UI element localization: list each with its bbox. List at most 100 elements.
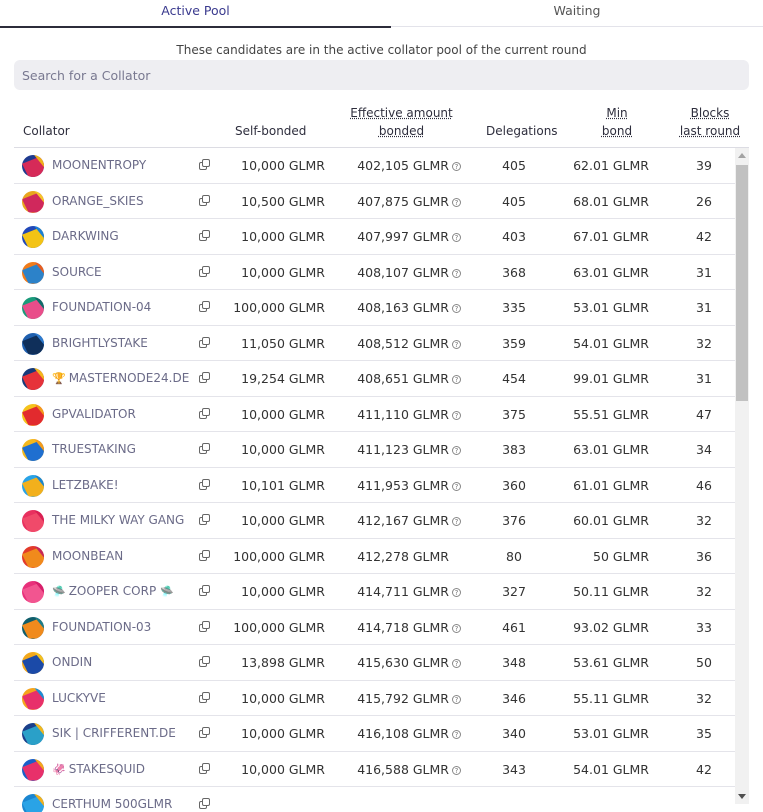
min-bond-value: 55.51 GLMR: [573, 406, 649, 422]
copy-icon[interactable]: [199, 301, 211, 313]
table-row[interactable]: MOONENTROPY 10,000 GLMR 402,105 GLMR? 405 62…: [14, 148, 735, 184]
search-input[interactable]: [14, 60, 749, 90]
table-row[interactable]: 🏆 MASTERNODE24.DE 19,254 GLMR 408,651 GLMR?…: [14, 361, 735, 397]
collator-name-cell[interactable]: SIK | CRIFFERENT.DE: [52, 716, 176, 751]
info-icon[interactable]: ?: [452, 765, 461, 775]
table-row[interactable]: DARKWING 10,000 GLMR 407,997 GLMR? 403 67.01…: [14, 219, 735, 255]
table-header: Collator Self-bonded Effective amount bo…: [14, 100, 749, 148]
info-icon[interactable]: ?: [452, 730, 461, 739]
table-row[interactable]: ONDIN 13,898 GLMR 415,630 GLMR? 348 53.61 GL…: [14, 645, 735, 681]
info-icon[interactable]: ?: [452, 659, 461, 668]
self-bonded-value: 10,000 GLMR: [241, 406, 325, 422]
info-icon[interactable]: ?: [452, 481, 461, 491]
collator-name: FOUNDATION-03: [52, 619, 152, 634]
table-row[interactable]: BRIGHTLYSTAKE 11,050 GLMR 408,512 GLMR? 359…: [14, 326, 735, 361]
info-icon[interactable]: ?: [452, 233, 461, 242]
collator-name-cell[interactable]: CERTHUM 500GLMR: [52, 787, 172, 812]
table-row[interactable]: SOURCE 10,000 GLMR 408,107 GLMR? 368 63.01 G…: [14, 255, 735, 290]
table-row[interactable]: FOUNDATION-04 100,000 GLMR 408,163 GLMR? 33…: [14, 290, 735, 326]
collator-name-cell[interactable]: MOONBEAN: [52, 539, 123, 574]
table-row[interactable]: 🛸 ZOOPER CORP 🛸 10,000 GLMR 414,711 GLMR? 32…: [14, 574, 735, 610]
self-bonded-value: 10,101 GLMR: [241, 477, 325, 493]
copy-icon[interactable]: [199, 514, 211, 526]
info-icon[interactable]: ?: [452, 446, 461, 455]
collator-name-cell[interactable]: LETZBAKE!: [52, 468, 119, 503]
effective-bonded-cell: 415,792 GLMR?: [344, 681, 461, 716]
copy-icon[interactable]: [199, 336, 211, 349]
table-row[interactable]: 🦑 STAKESQUID 10,000 GLMR 416,588 GLMR? 343 54…: [14, 752, 735, 787]
copy-icon[interactable]: [199, 620, 211, 633]
info-icon[interactable]: ?: [452, 304, 461, 313]
avatar: [22, 510, 44, 532]
effective-bonded-value: 415,630 GLMR: [357, 655, 449, 670]
table-row[interactable]: CERTHUM 500GLMR?: [14, 787, 735, 812]
collator-name-cell[interactable]: ONDIN: [52, 645, 92, 680]
info-icon[interactable]: ?: [452, 517, 461, 526]
copy-icon[interactable]: [199, 727, 211, 739]
copy-icon[interactable]: [199, 478, 211, 491]
collator-name-cell[interactable]: 🛸 ZOOPER CORP 🛸: [52, 574, 177, 609]
chevron-up-icon[interactable]: [738, 153, 746, 158]
table-row[interactable]: SIK | CRIFFERENT.DE 10,000 GLMR 416,108 GL…: [14, 716, 735, 752]
info-icon[interactable]: ?: [452, 375, 461, 384]
info-icon[interactable]: ?: [452, 197, 461, 207]
table-row[interactable]: THE MILKY WAY GANG 10,000 GLMR 412,167 GLM…: [14, 503, 735, 539]
scrollbar[interactable]: [735, 148, 749, 804]
collator-name-cell[interactable]: MOONENTROPY: [52, 148, 146, 183]
collator-name-cell[interactable]: ORANGE_SKIES: [52, 184, 144, 219]
collator-name-cell[interactable]: 🦑 STAKESQUID: [52, 752, 145, 787]
info-icon[interactable]: ?: [452, 588, 461, 597]
copy-icon[interactable]: [199, 443, 211, 455]
self-bonded-value: 10,000 GLMR: [241, 690, 325, 706]
collator-table-body[interactable]: MOONENTROPY 10,000 GLMR 402,105 GLMR? 405 62…: [14, 148, 735, 812]
copy-icon[interactable]: [199, 159, 211, 171]
copy-icon[interactable]: [199, 372, 211, 384]
collator-name-cell[interactable]: GPVALIDATOR: [52, 397, 136, 432]
delegations-value: 375: [502, 406, 526, 422]
info-icon[interactable]: ?: [452, 162, 461, 171]
copy-icon[interactable]: [199, 407, 211, 420]
blocks-last-round-value: 32: [696, 335, 712, 351]
avatar: [22, 439, 44, 461]
collator-name-cell[interactable]: FOUNDATION-04: [52, 290, 151, 325]
table-row[interactable]: GPVALIDATOR 10,000 GLMR 411,110 GLMR? 375 55…: [14, 397, 735, 432]
copy-icon[interactable]: [199, 656, 211, 668]
table-row[interactable]: ORANGE_SKIES 10,500 GLMR 407,875 GLMR? 405 6…: [14, 184, 735, 219]
column-header-effective-bonded[interactable]: Effective amount bonded: [349, 104, 454, 140]
copy-icon[interactable]: [199, 194, 211, 207]
chevron-down-icon[interactable]: [738, 794, 746, 799]
collator-name-cell[interactable]: TRUESTAKING: [52, 432, 136, 467]
collator-name-cell[interactable]: 🏆 MASTERNODE24.DE: [52, 361, 189, 396]
table-row[interactable]: LUCKYVE 10,000 GLMR 415,792 GLMR? 346 55.11 …: [14, 681, 735, 716]
tab-active-pool[interactable]: Active Pool: [0, 0, 391, 28]
tab-waiting[interactable]: Waiting: [553, 3, 601, 18]
table-row[interactable]: TRUESTAKING 10,000 GLMR 411,123 GLMR? 383 63…: [14, 432, 735, 468]
info-icon[interactable]: ?: [452, 694, 461, 704]
avatar: [22, 545, 44, 568]
copy-icon[interactable]: [199, 762, 211, 775]
collator-name-cell[interactable]: BRIGHTLYSTAKE: [52, 326, 148, 361]
copy-icon[interactable]: [199, 798, 211, 810]
table-row[interactable]: LETZBAKE! 10,101 GLMR 411,953 GLMR? 360 61.0…: [14, 468, 735, 503]
pool-description: These candidates are in the active colla…: [176, 43, 587, 57]
copy-icon[interactable]: [199, 691, 211, 704]
collator-name-cell[interactable]: THE MILKY WAY GANG: [52, 503, 184, 538]
scrollbar-thumb[interactable]: [736, 165, 748, 401]
info-icon[interactable]: ?: [452, 339, 461, 349]
copy-icon[interactable]: [199, 585, 211, 597]
copy-icon[interactable]: [199, 230, 211, 242]
info-icon[interactable]: ?: [452, 410, 461, 420]
info-icon[interactable]: ?: [452, 268, 461, 278]
min-bond-value: 54.01 GLMR: [573, 761, 649, 777]
copy-icon[interactable]: [199, 265, 211, 278]
column-header-min-bond[interactable]: Min bond: [592, 104, 642, 140]
collator-name-cell[interactable]: SOURCE: [52, 255, 102, 290]
copy-icon[interactable]: [199, 549, 211, 562]
info-icon[interactable]: ?: [452, 623, 461, 633]
collator-name-cell[interactable]: LUCKYVE: [52, 681, 106, 716]
table-row[interactable]: FOUNDATION-03 100,000 GLMR 414,718 GLMR? 46…: [14, 610, 735, 645]
collator-name-cell[interactable]: FOUNDATION-03: [52, 610, 151, 645]
column-header-blocks-last-round[interactable]: Blocks last round: [676, 104, 744, 140]
table-row[interactable]: MOONBEAN 100,000 GLMR 412,278 GLMR? 80 50 GL…: [14, 539, 735, 574]
collator-name-cell[interactable]: DARKWING: [52, 219, 119, 254]
